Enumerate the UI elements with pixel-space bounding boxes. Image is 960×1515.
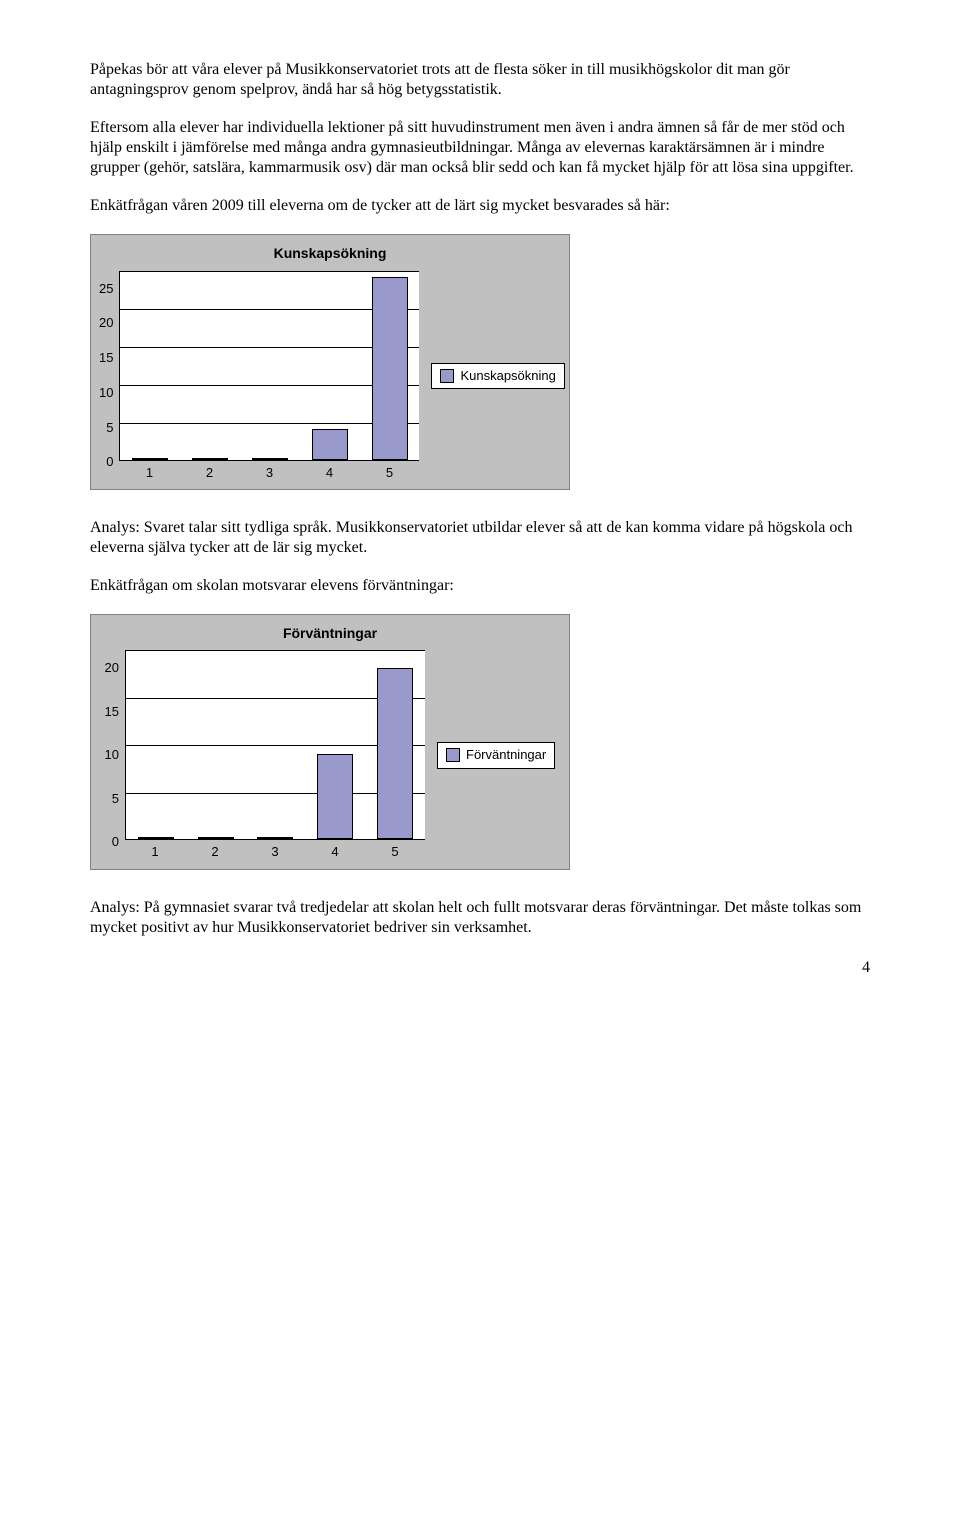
bar: [192, 458, 228, 460]
paragraph-survey-2-intro: Enkätfrågan om skolan motsvarar elevens …: [90, 576, 870, 596]
chart-kunskapsokning: Kunskapsökning 252015105012345 Kunskapsökn…: [90, 234, 570, 490]
y-axis: 2520151050: [99, 281, 119, 471]
paragraph-intro-2: Eftersom alla elever har individuella le…: [90, 118, 870, 178]
bar: [257, 837, 293, 839]
paragraph-analysis-1: Analys: Svaret talar sitt tydliga språk.…: [90, 518, 870, 558]
bar: [372, 277, 408, 459]
plot-area: [119, 271, 419, 461]
y-axis: 20151050: [99, 660, 125, 850]
bar: [138, 837, 174, 839]
page-number: 4: [90, 958, 870, 978]
chart-title: Kunskapsökning: [99, 245, 561, 263]
bar: [377, 668, 413, 839]
bar: [317, 754, 353, 840]
bar: [252, 458, 288, 460]
chart-title: Förväntningar: [99, 625, 561, 643]
bar: [132, 458, 168, 460]
plot-area: [125, 650, 425, 840]
legend-swatch: [446, 748, 460, 762]
legend-label: Kunskapsökning: [460, 368, 555, 384]
legend-swatch: [440, 369, 454, 383]
paragraph-analysis-2: Analys: På gymnasiet svarar två tredjede…: [90, 898, 870, 938]
bar: [198, 837, 234, 839]
paragraph-intro-1: Påpekas bör att våra elever på Musikkons…: [90, 60, 870, 100]
x-axis: 12345: [125, 844, 425, 860]
legend: Förväntningar: [437, 742, 555, 768]
chart-forvantningar: Förväntningar 2015105012345 Förväntningar: [90, 614, 570, 870]
paragraph-survey-1-intro: Enkätfrågan våren 2009 till eleverna om …: [90, 196, 870, 216]
legend: Kunskapsökning: [431, 363, 564, 389]
bar: [312, 429, 348, 459]
x-axis: 12345: [119, 465, 419, 481]
legend-label: Förväntningar: [466, 747, 546, 763]
